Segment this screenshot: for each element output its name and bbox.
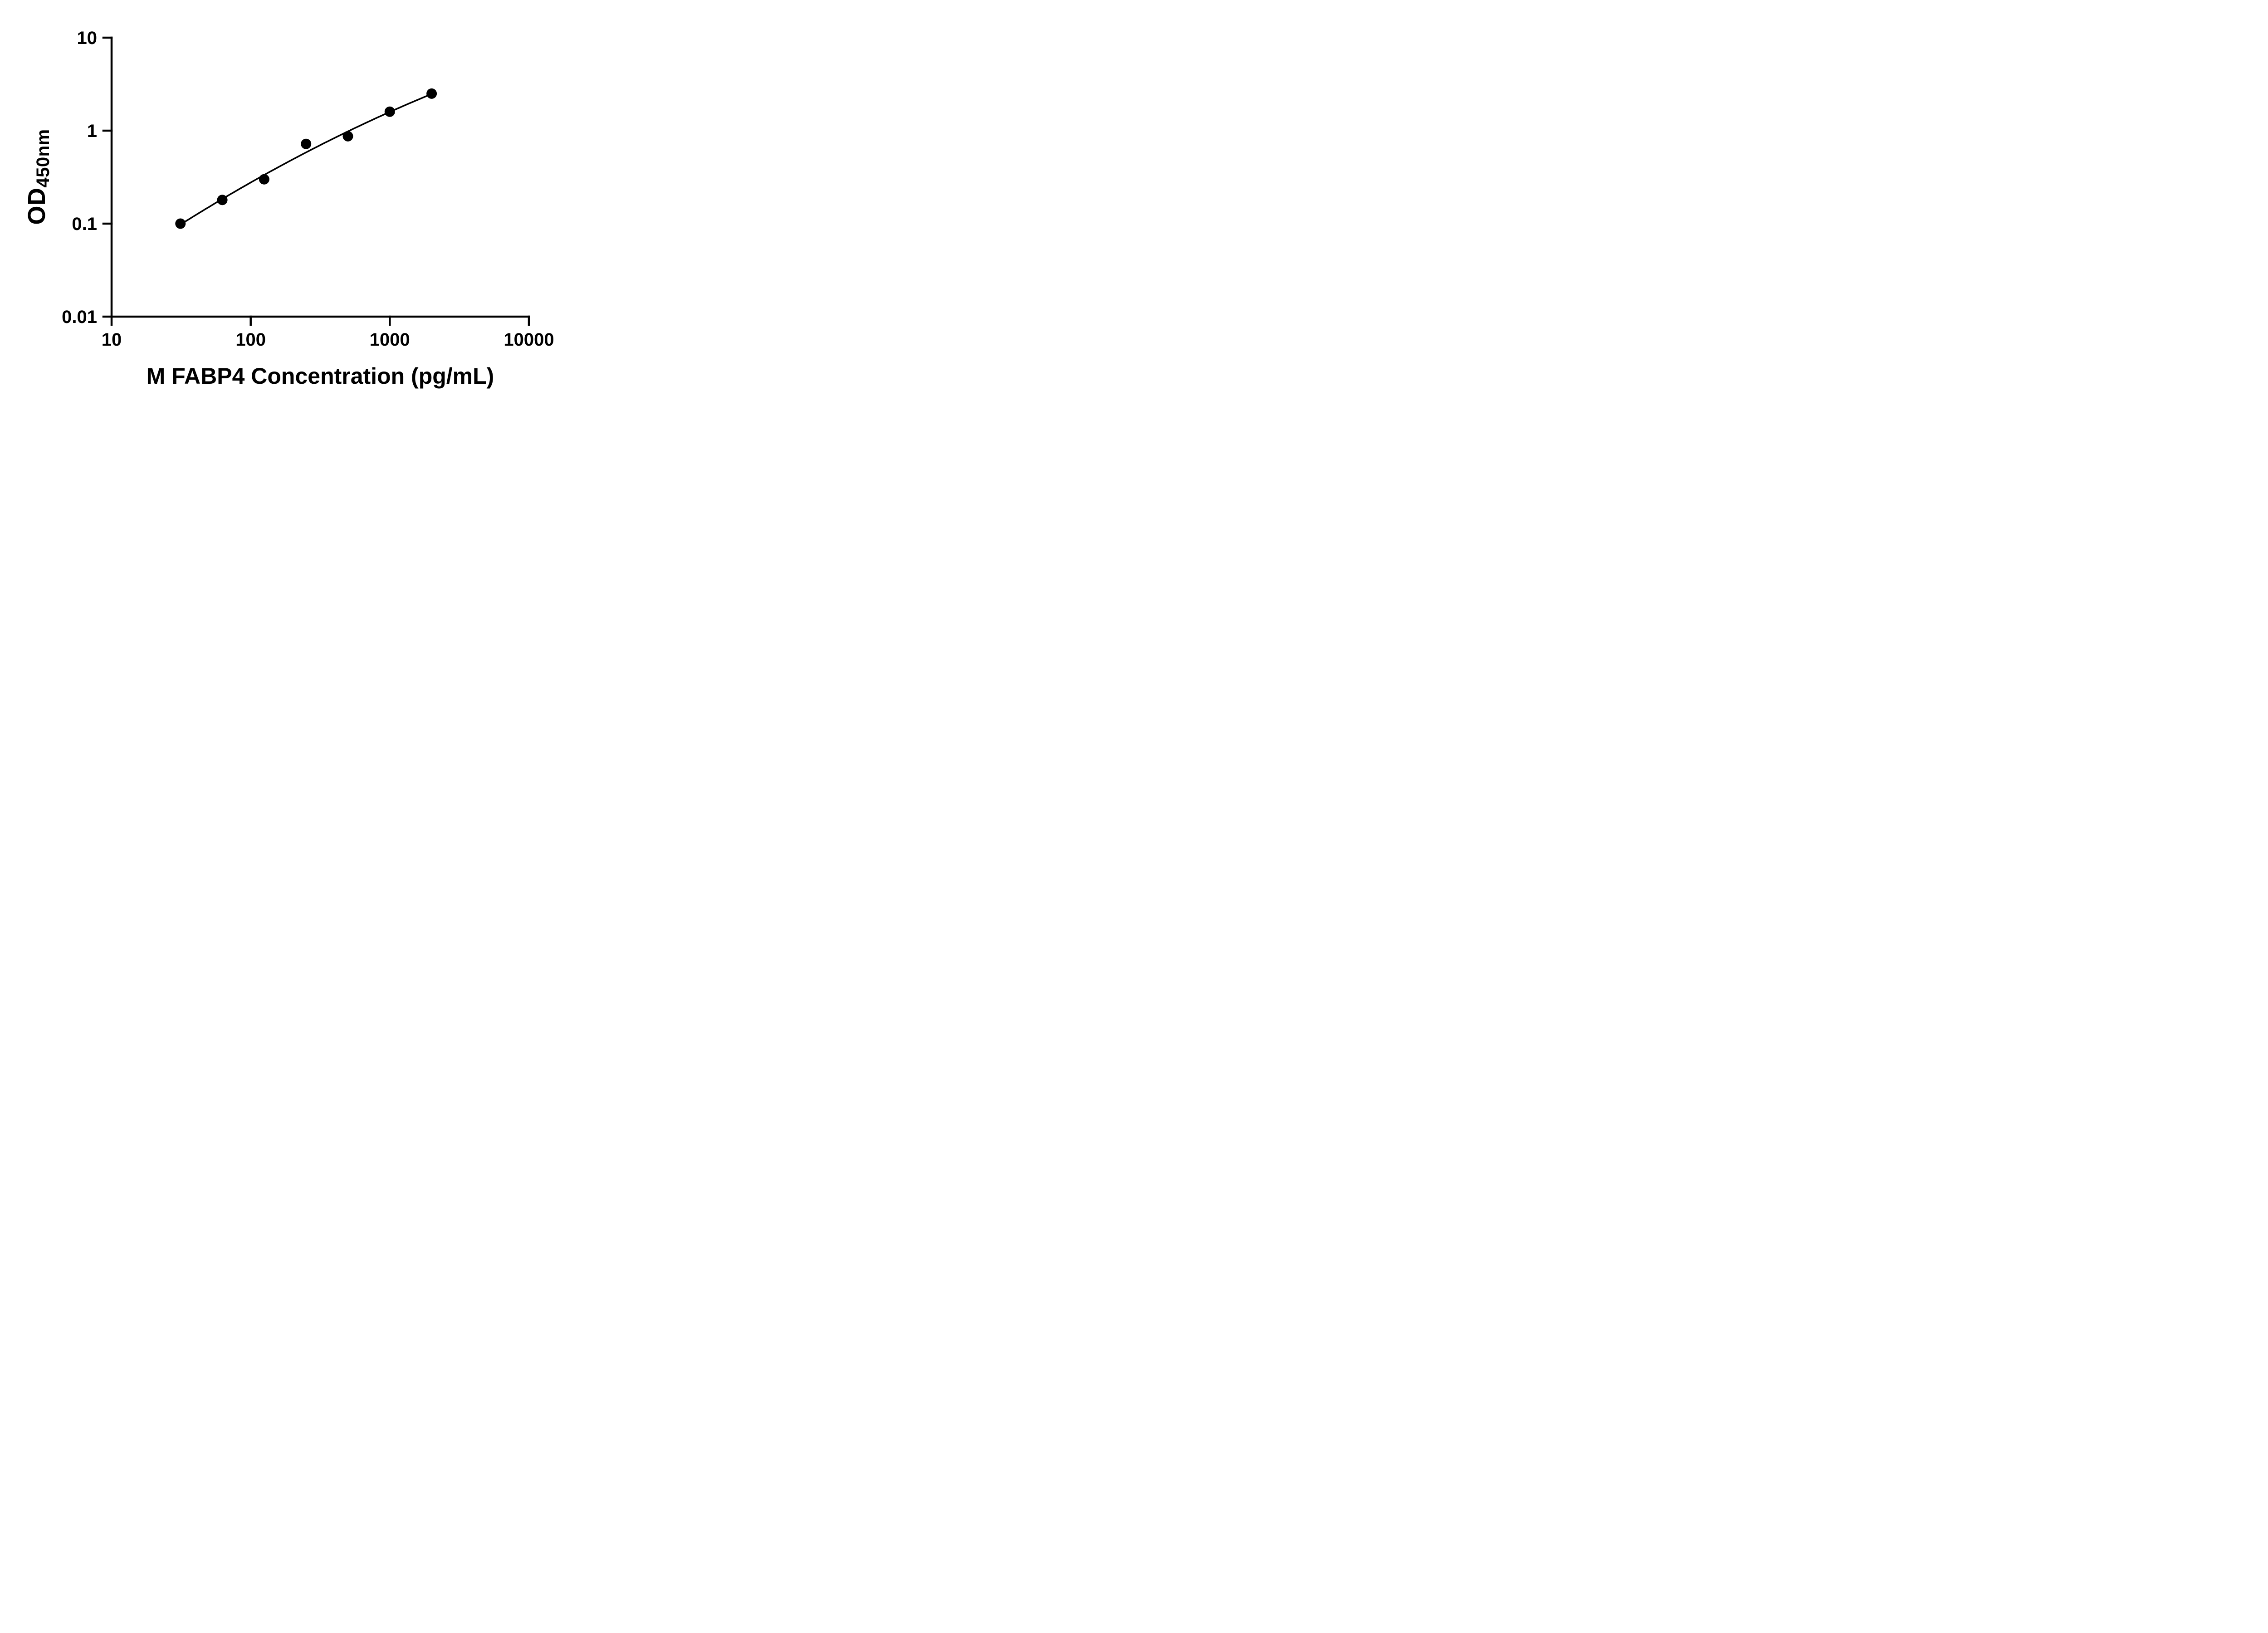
y-axis-title: OD450nm <box>23 129 54 225</box>
y-tick-label: 0.01 <box>62 307 97 327</box>
elisa-standard-curve-figure: 10 1 0.1 0.01 10 100 1000 10000 OD450nm M FABP4… <box>0 0 583 408</box>
data-point <box>175 218 186 229</box>
y-tick-label: 1 <box>87 121 97 141</box>
data-point <box>217 195 228 205</box>
data-point <box>301 138 312 149</box>
data-points <box>175 88 437 229</box>
x-tick-label: 100 <box>235 330 266 350</box>
x-tick-label: 1000 <box>370 330 410 350</box>
x-tick-label: 10 <box>102 330 122 350</box>
y-axis-title-main: OD <box>23 187 50 225</box>
y-tick-label: 0.1 <box>72 214 97 234</box>
axes <box>102 36 530 326</box>
y-axis-title-sub: 450nm <box>33 129 53 188</box>
y-tick-label: 10 <box>77 28 98 48</box>
data-point <box>426 88 437 99</box>
x-axis-title: M FABP4 Concentration (pg/mL) <box>146 363 494 389</box>
data-point <box>384 106 395 117</box>
data-point <box>259 174 269 185</box>
x-tick-label: 10000 <box>503 330 554 350</box>
data-point <box>342 131 353 142</box>
